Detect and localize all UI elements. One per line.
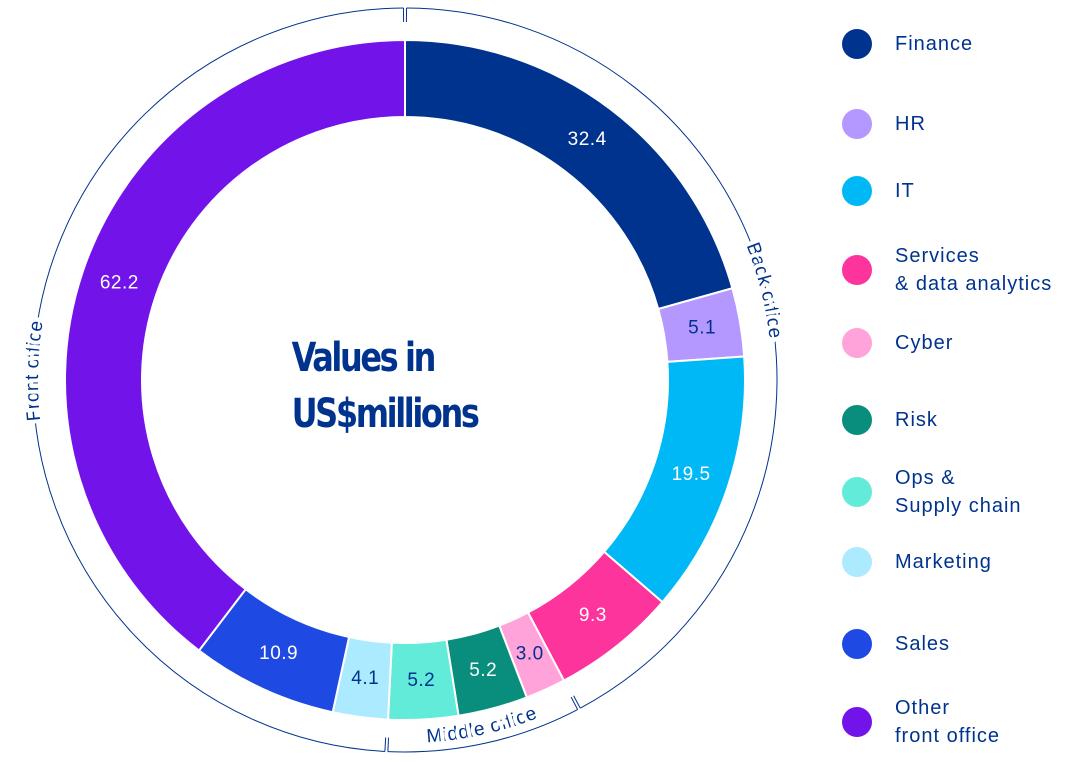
data-label: 62.2: [100, 273, 139, 294]
legend-swatch: [842, 477, 872, 507]
legend-label: HR: [895, 113, 926, 135]
data-label: 3.0: [516, 644, 544, 665]
data-label: 19.5: [672, 464, 711, 485]
legend-label: Other front office: [895, 697, 1001, 747]
legend-swatch: [842, 405, 872, 435]
legend-label: Ops & Supply chain: [895, 467, 1022, 517]
donut-segment: [404, 38, 734, 311]
legend-swatch: [842, 29, 872, 59]
group-label: Front office: [22, 319, 48, 422]
legend-swatch: [842, 707, 872, 737]
group-label-text: Back office: [738, 236, 789, 344]
group-bracket: [32, 7, 404, 752]
legend-swatch: [842, 255, 872, 285]
legend-swatch: [842, 328, 872, 358]
legend-label: Cyber: [895, 332, 954, 354]
data-label: 5.1: [688, 318, 716, 339]
legend-label: Services & data analytics: [895, 245, 1053, 295]
legend-swatch: [842, 547, 872, 577]
data-label: 10.9: [259, 643, 298, 664]
data-label: 5.2: [469, 660, 497, 681]
group-label: Back office: [742, 240, 786, 340]
donut-segment: [64, 38, 406, 652]
group-bracket-end: [387, 737, 390, 752]
legend-swatch: [842, 629, 872, 659]
legend-label: Finance: [895, 33, 974, 55]
data-label: 9.3: [579, 605, 607, 626]
legend-swatch: [842, 109, 872, 139]
legend-label: Risk: [895, 409, 938, 431]
group-bracket-end: [384, 737, 387, 752]
data-label: 4.1: [351, 668, 379, 689]
legend-swatch: [842, 176, 872, 206]
group-bracket-end: [573, 695, 581, 709]
group-bracket: [387, 709, 578, 753]
data-label: 32.4: [568, 129, 607, 150]
group-label-text: Front office: [18, 315, 51, 426]
group-bracket: [406, 7, 778, 709]
legend-label: IT: [895, 180, 915, 202]
group-bracket-end: [570, 696, 579, 710]
legend-label: Marketing: [895, 551, 992, 573]
data-label: 5.2: [407, 670, 435, 691]
chart-title: Values in US$millions: [291, 335, 480, 437]
legend-label: Sales: [895, 633, 951, 655]
